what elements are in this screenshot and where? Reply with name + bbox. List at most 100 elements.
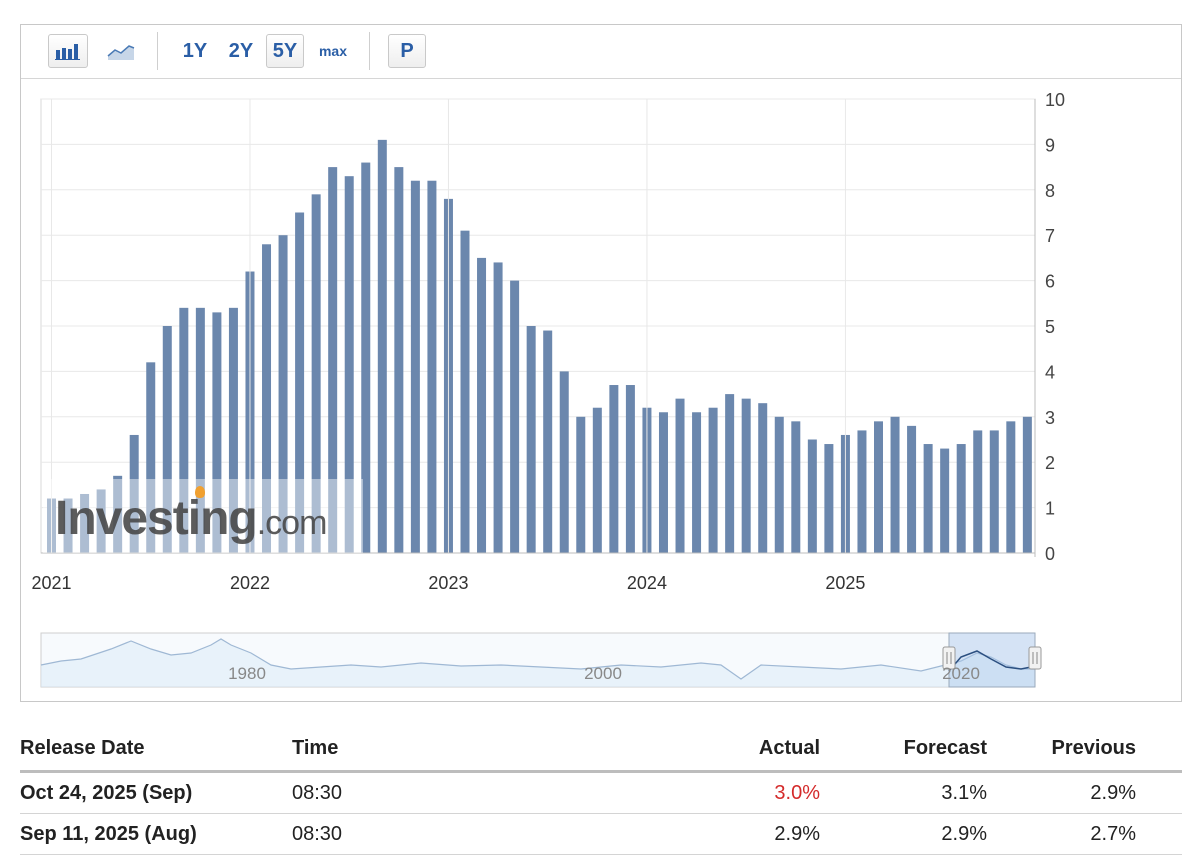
bar	[311, 194, 321, 553]
range-2y-button[interactable]: 2Y	[228, 39, 254, 62]
bar	[510, 280, 520, 553]
bar-chart-icon[interactable]	[48, 34, 88, 68]
bar	[113, 475, 123, 553]
previous-cell: 2.9%	[987, 771, 1182, 814]
y-tick-label: 9	[1045, 135, 1055, 155]
bar	[791, 421, 801, 553]
y-tick-label: 5	[1045, 317, 1055, 337]
table-row: Sep 11, 2025 (Aug) 08:30 2.9% 2.9% 2.7%	[20, 813, 1182, 855]
x-tick-label: 2022	[230, 573, 270, 593]
navigator-label: 2020	[942, 664, 980, 683]
flame-icon	[194, 486, 205, 498]
x-tick-label: 2024	[627, 573, 667, 593]
y-tick-label: 0	[1045, 544, 1055, 564]
navigator-selection-line	[948, 650, 1032, 672]
bar	[774, 416, 784, 553]
header-time[interactable]: Time	[292, 726, 672, 773]
y-tick-label: 8	[1045, 181, 1055, 201]
chart-toolbar: 1Y 2Y 5Y max P	[21, 25, 1181, 79]
x-tick-label: 2025	[825, 573, 865, 593]
range-1y-button[interactable]: 1Y	[182, 39, 208, 62]
bar	[80, 493, 90, 553]
bar	[361, 162, 371, 553]
bar	[1006, 421, 1016, 553]
bar	[989, 430, 999, 553]
bar	[146, 362, 156, 553]
toolbar-separator	[369, 32, 370, 70]
bar	[940, 448, 950, 553]
forecast-cell: 2.9%	[820, 813, 987, 855]
bar	[956, 444, 966, 553]
actual-cell: 3.0%	[672, 771, 820, 814]
bar-chart: 0 1 2 3 4 5 6 7 8 9 10 2021 2022 2023 2024 2025 1980 2000…	[31, 90, 1065, 688]
bar	[129, 434, 139, 553]
bar	[477, 257, 487, 553]
navigator-label: 1980	[228, 664, 266, 683]
bar	[295, 212, 305, 553]
bar	[741, 398, 751, 553]
bar	[907, 425, 917, 553]
bar	[857, 430, 867, 553]
navigator-area	[41, 639, 1035, 687]
release-table: Release Date Time Actual Forecast Previo…	[20, 726, 1182, 855]
release-date-cell: Oct 24, 2025 (Sep)	[20, 771, 292, 814]
toolbar-separator	[157, 32, 158, 70]
actual-cell: 2.9%	[672, 813, 820, 855]
bar	[675, 398, 685, 553]
bar	[807, 439, 817, 553]
header-release-date[interactable]: Release Date	[20, 726, 292, 773]
range-5y-button[interactable]: 5Y	[266, 34, 304, 68]
bar	[576, 416, 586, 553]
bar	[692, 412, 702, 553]
chart-widget: 1Y 2Y 5Y max P 0 1 2 3 4 5 6 7 8 9 10 2021 2022 2023 2…	[20, 24, 1182, 702]
y-tick-label: 10	[1045, 90, 1065, 110]
bar	[625, 385, 635, 553]
bar	[96, 489, 106, 553]
bar	[228, 307, 238, 553]
previous-cell: 2.7%	[987, 813, 1182, 855]
bar	[328, 167, 338, 553]
bar	[1022, 416, 1032, 553]
bar	[890, 416, 900, 553]
bar	[824, 444, 834, 553]
bar	[658, 412, 668, 553]
bar	[559, 371, 569, 553]
navigator-handle	[942, 646, 956, 670]
bar	[344, 176, 354, 553]
bar	[493, 262, 503, 553]
bar	[592, 407, 602, 553]
bar	[212, 312, 222, 553]
release-date-cell: Sep 11, 2025 (Aug)	[20, 813, 292, 855]
bar	[377, 139, 387, 554]
y-tick-label: 6	[1045, 272, 1055, 292]
bar	[543, 330, 553, 553]
y-tick-label: 1	[1045, 499, 1055, 519]
y-tick-label: 7	[1045, 226, 1055, 246]
range-max-button[interactable]: max	[318, 43, 348, 59]
y-tick-label: 3	[1045, 408, 1055, 428]
bar	[410, 180, 420, 553]
header-forecast[interactable]: Forecast	[820, 726, 987, 773]
bar	[63, 498, 73, 553]
bar	[179, 307, 189, 553]
x-tick-label: 2021	[31, 573, 71, 593]
bar	[427, 180, 437, 553]
header-actual[interactable]: Actual	[672, 726, 820, 773]
bar	[923, 444, 933, 553]
navigator-line	[40, 638, 1035, 680]
bar	[460, 230, 470, 553]
bar	[874, 421, 883, 553]
bar	[758, 403, 768, 553]
bar	[394, 167, 404, 553]
p-button[interactable]: P	[388, 34, 426, 68]
time-cell: 08:30	[292, 813, 672, 855]
investing-watermark: Investi ng.com	[55, 486, 327, 546]
bar	[526, 326, 536, 553]
bar	[725, 394, 735, 553]
header-previous[interactable]: Previous	[987, 726, 1182, 773]
bar	[262, 244, 272, 553]
navigator-label: 2000	[584, 664, 622, 683]
bar	[162, 326, 172, 553]
line-chart-icon[interactable]	[101, 34, 141, 68]
y-tick-label: 2	[1045, 453, 1055, 473]
